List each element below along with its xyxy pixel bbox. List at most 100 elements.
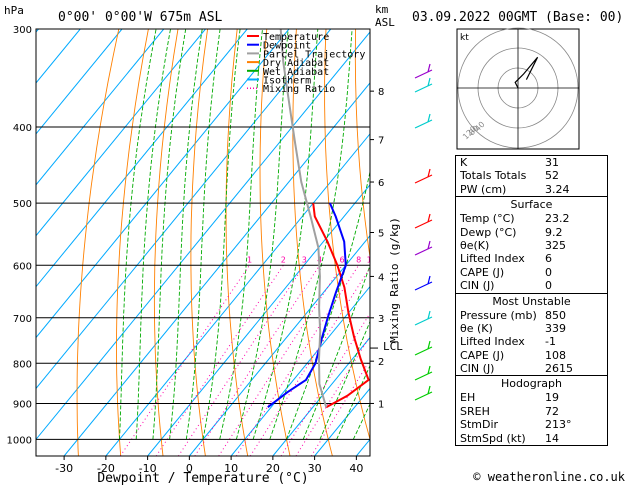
surface-value: 6 bbox=[545, 252, 552, 266]
unstable-value: -1 bbox=[545, 335, 556, 349]
wind-barb-flag bbox=[427, 63, 431, 73]
wet-adiabat bbox=[235, 29, 289, 440]
mixing-ratio-value: 8 bbox=[356, 255, 361, 264]
km-tick-label: 1 bbox=[378, 399, 384, 410]
km-tick-label: 3 bbox=[378, 314, 384, 325]
mixing-ratio-value: 1 bbox=[247, 255, 252, 264]
surface-value: 0 bbox=[545, 279, 552, 293]
index-value: 31 bbox=[545, 156, 559, 169]
wet-adiabat bbox=[169, 29, 203, 440]
unstable-header: Most Unstable bbox=[492, 294, 571, 308]
pressure-tick-label: 700 bbox=[13, 314, 32, 325]
wind-barb-flag bbox=[427, 365, 431, 375]
wet-adiabat bbox=[185, 29, 221, 440]
surface-header: Surface bbox=[510, 198, 553, 212]
legend-label: Parcel Trajectory bbox=[263, 49, 365, 60]
location-title: 0°00' 0°00'W 675m ASL bbox=[58, 10, 223, 25]
hodograph-value: 19 bbox=[545, 391, 559, 405]
temp-tick-label: 0 bbox=[186, 462, 193, 475]
surface-label: CAPE (J) bbox=[460, 265, 505, 279]
hodograph-label: StmSpd (kt) bbox=[460, 431, 526, 445]
pressure-tick-label: 900 bbox=[13, 399, 32, 410]
isotherm-line bbox=[36, 29, 123, 135]
temp-tick-label: 20 bbox=[266, 462, 280, 475]
wind-barb bbox=[414, 281, 433, 291]
dry-adiabat bbox=[354, 29, 370, 260]
mixing-ratio-value: 20 bbox=[409, 255, 419, 264]
wet-adiabat bbox=[219, 29, 263, 440]
surface-value: 23.2 bbox=[545, 212, 570, 226]
dry-adiabat bbox=[259, 29, 291, 456]
hodograph-row: EH 19 bbox=[456, 391, 607, 404]
hodograph-row: StmSpd (kt) 14 bbox=[456, 432, 607, 445]
hodograph-label: EH bbox=[460, 391, 476, 405]
unstable-value: 2615 bbox=[545, 362, 573, 376]
dry-adiabat bbox=[153, 29, 179, 456]
temp-tick-label: -20 bbox=[97, 462, 115, 475]
series-dewpoint bbox=[267, 202, 347, 408]
hodograph-value: 72 bbox=[545, 404, 559, 418]
isotherm-line bbox=[230, 285, 370, 456]
mixing-ratio-value: 25 bbox=[424, 255, 434, 264]
wind-barb bbox=[414, 316, 433, 326]
temp-tick-label: 10 bbox=[224, 462, 238, 475]
isotherm-line bbox=[272, 336, 370, 456]
wind-barb bbox=[414, 174, 433, 184]
mixing-ratio-line bbox=[177, 265, 305, 456]
mixing-ratio-line bbox=[155, 265, 284, 456]
mixing-ratio-value: 10 bbox=[367, 255, 377, 264]
wet-adiabat bbox=[269, 29, 353, 440]
mixing-ratio-line bbox=[280, 312, 370, 456]
wind-barb bbox=[414, 69, 433, 79]
surface-row: CAPE (J) 0 bbox=[456, 266, 607, 279]
legend-label: Mixing Ratio bbox=[263, 84, 335, 95]
wet-adiabat bbox=[302, 264, 370, 440]
index-label: PW (cm) bbox=[460, 182, 507, 196]
hodograph-row: StmDir 213° bbox=[456, 418, 607, 431]
km-label: km bbox=[375, 3, 389, 16]
pressure-tick-label: 300 bbox=[13, 25, 32, 36]
mixing-ratio-line bbox=[310, 359, 370, 456]
isotherm-line bbox=[188, 234, 370, 456]
unstable-label: CAPE (J) bbox=[460, 348, 505, 362]
mixing-ratio-value: 2 bbox=[281, 255, 286, 264]
unstable-row: CAPE (J) 108 bbox=[456, 349, 607, 362]
wind-barb-flag bbox=[427, 385, 431, 395]
mixing-ratio-value: 3 bbox=[302, 255, 307, 264]
pressure-tick-label: 500 bbox=[13, 199, 32, 210]
isotherm-line bbox=[36, 29, 290, 339]
legend-label: Wet Adiabat bbox=[263, 67, 329, 78]
wind-barb bbox=[414, 246, 433, 256]
surface-label: Lifted Index bbox=[460, 252, 525, 266]
wind-barb bbox=[414, 119, 433, 129]
x-axis-label: Dewpoint / Temperature (°C) bbox=[97, 471, 308, 486]
hodograph-value: 213° bbox=[545, 418, 572, 432]
unstable-value: 339 bbox=[545, 321, 566, 335]
pressure-tick-label: 600 bbox=[13, 261, 32, 272]
unstable-row: θe (K) 339 bbox=[456, 322, 607, 335]
hodograph-header: Hodograph bbox=[501, 377, 562, 391]
unstable-value: 850 bbox=[545, 308, 566, 322]
wind-barb-flag bbox=[427, 213, 431, 223]
hodograph-value: 14 bbox=[545, 431, 559, 445]
wet-adiabat bbox=[152, 29, 187, 440]
unstable-value: 108 bbox=[545, 348, 566, 362]
hodograph-units: kt bbox=[460, 33, 469, 43]
lcl-label: LCL bbox=[383, 340, 403, 353]
surface-row: Temp (°C) 23.2 bbox=[456, 212, 607, 225]
mixing-ratio-value: 6 bbox=[340, 255, 345, 264]
legend-label: Temperature bbox=[263, 32, 329, 43]
isotherm-line bbox=[147, 184, 370, 456]
surface-value: 9.2 bbox=[545, 225, 563, 239]
pressure-tick-label: 400 bbox=[13, 123, 32, 134]
surface-row: Dewp (°C) 9.2 bbox=[456, 226, 607, 239]
legend-label: Dewpoint bbox=[263, 41, 311, 52]
surface-label: Dewp (°C) bbox=[460, 225, 517, 239]
wind-barb-flag bbox=[427, 240, 431, 250]
series-parcel-trajectory bbox=[279, 29, 328, 408]
index-row: PW (cm) 3.24 bbox=[456, 183, 607, 196]
dry-adiabat bbox=[225, 29, 249, 456]
wind-barb-flag bbox=[427, 168, 431, 178]
surface-label: CIN (J) bbox=[460, 279, 495, 293]
